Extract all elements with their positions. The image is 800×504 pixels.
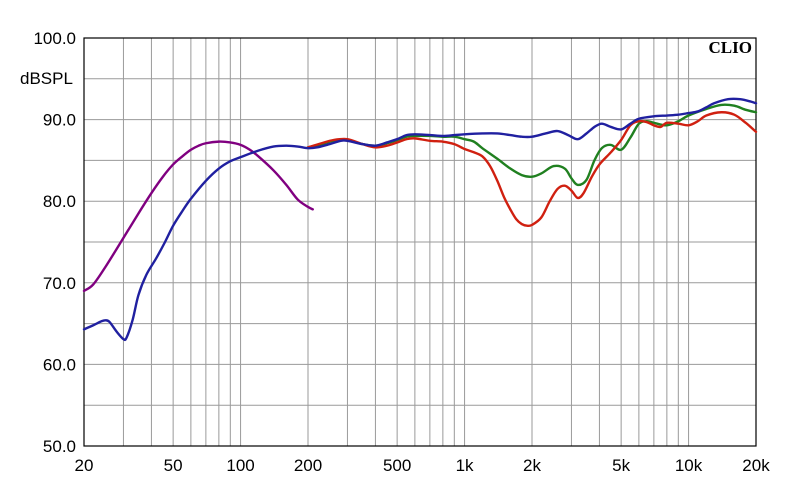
y-tick-label: 60.0 (43, 355, 76, 374)
clio-brand-label: CLIO (709, 38, 752, 57)
x-tick-label: 50 (164, 456, 183, 475)
y-axis-unit-label: dBSPL (20, 69, 73, 88)
y-tick-label: 80.0 (43, 192, 76, 211)
x-tick-label: 20k (742, 456, 770, 475)
red-series-line (306, 111, 758, 228)
x-tick-labels: 20 50 100 200 500 1k 2k 5k 10k 20k (75, 456, 771, 475)
x-tick-label: 500 (383, 456, 411, 475)
series-layer (82, 97, 758, 342)
navy-series-line (82, 97, 758, 342)
y-tick-labels: 50.0 60.0 70.0 80.0 90.0 100.0 (33, 29, 76, 456)
y-tick-label: 90.0 (43, 111, 76, 130)
y-tick-label: 50.0 (43, 437, 76, 456)
x-tick-label: 5k (612, 456, 630, 475)
purple-series-line (82, 140, 314, 293)
x-tick-label: 10k (675, 456, 703, 475)
grid (84, 38, 756, 446)
x-tick-label: 200 (294, 456, 322, 475)
x-tick-label: 2k (523, 456, 541, 475)
x-tick-label: 1k (456, 456, 474, 475)
y-tick-label: 100.0 (33, 29, 76, 48)
y-tick-label: 70.0 (43, 274, 76, 293)
x-tick-label: 100 (226, 456, 254, 475)
x-tick-label: 20 (75, 456, 94, 475)
plot-frame (83, 37, 757, 447)
